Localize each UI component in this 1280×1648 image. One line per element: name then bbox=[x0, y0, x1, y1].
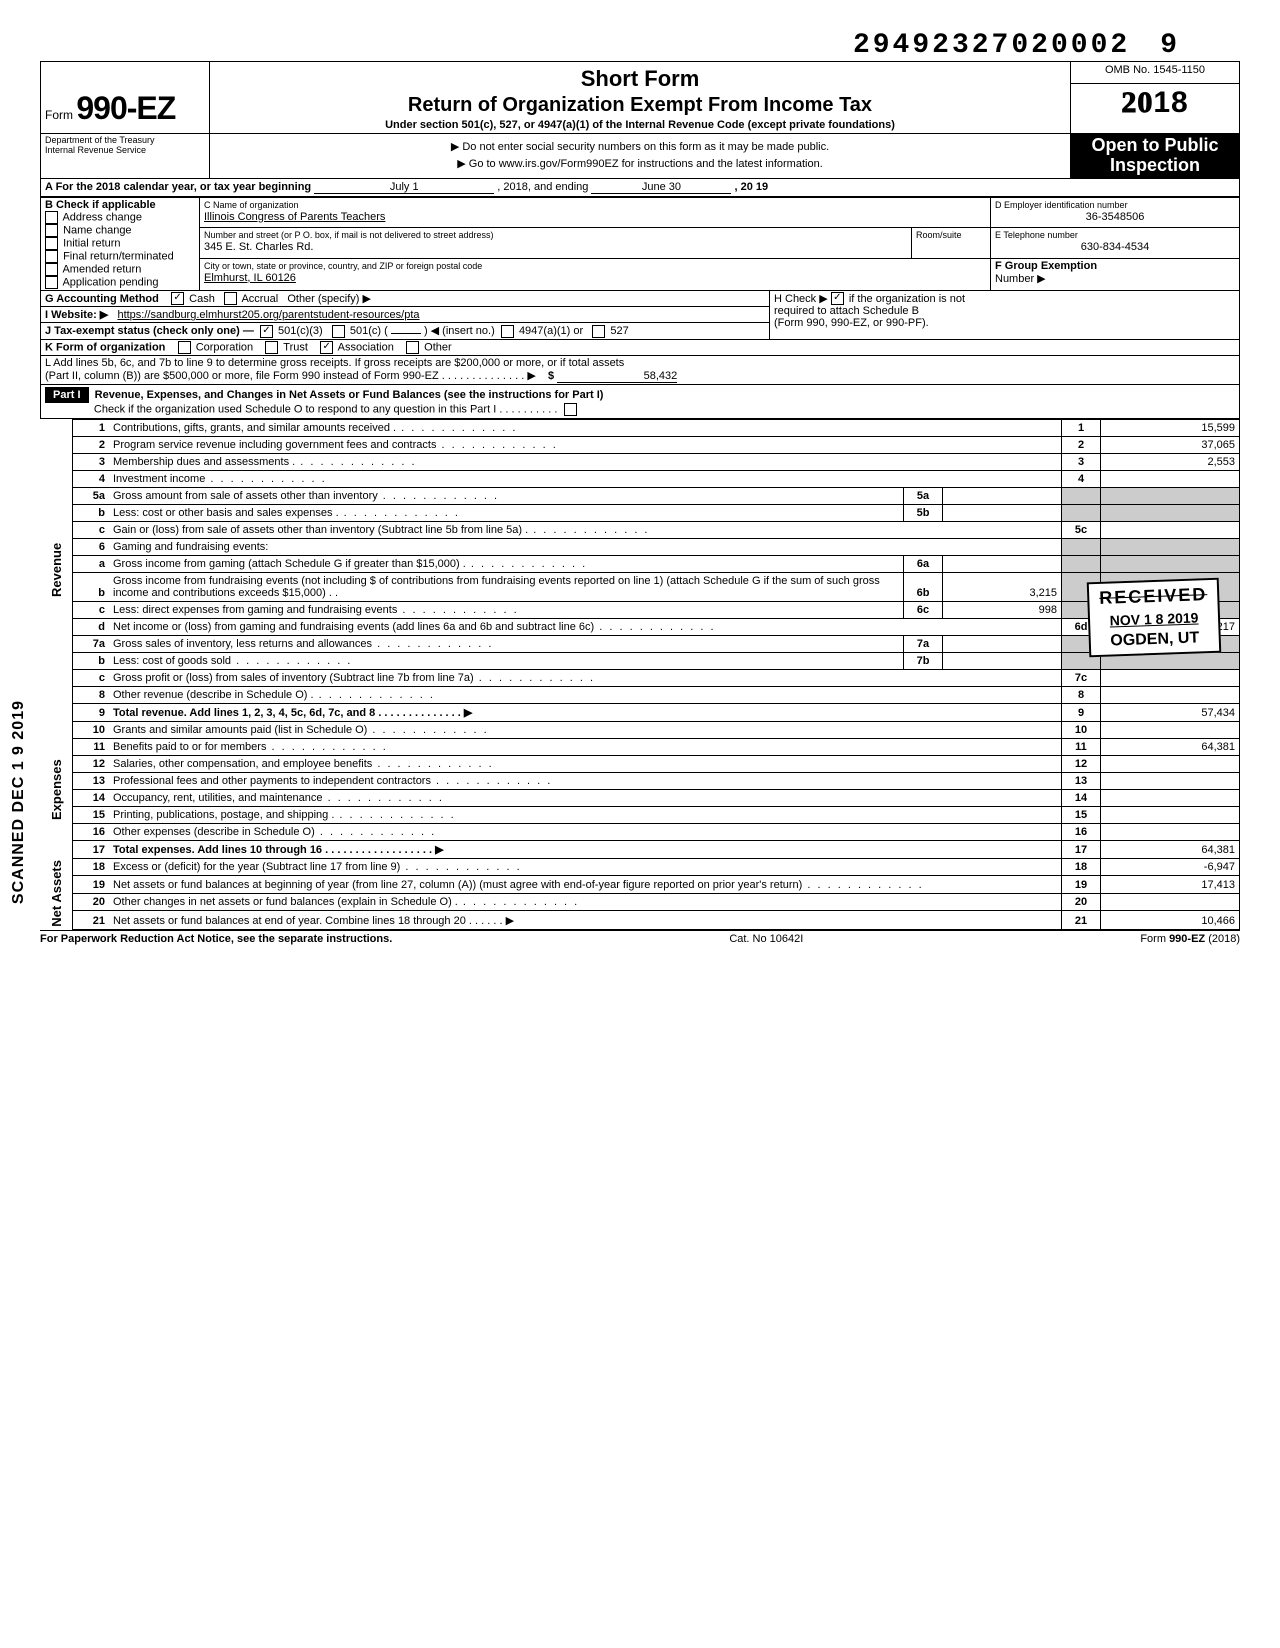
checkbox-initial-return[interactable] bbox=[45, 237, 58, 250]
room-label: Room/suite bbox=[916, 230, 962, 240]
form-number: Form 990-EZ bbox=[45, 90, 205, 127]
footer-left: For Paperwork Reduction Act Notice, see … bbox=[40, 933, 392, 945]
section-f-label: F Group Exemption bbox=[995, 260, 1097, 272]
checkbox-cash[interactable] bbox=[171, 292, 184, 305]
checkbox-corporation[interactable] bbox=[178, 341, 191, 354]
side-expenses: Expenses bbox=[40, 721, 73, 858]
checkbox-schedule-b[interactable] bbox=[831, 292, 844, 305]
form-title: Return of Organization Exempt From Incom… bbox=[214, 94, 1066, 117]
section-f-number: Number ▶ bbox=[995, 273, 1046, 285]
part1-lines: Revenue 1 Contributions, gifts, grants, … bbox=[40, 419, 1240, 930]
scanned-stamp: SCANNED DEC 1 9 2019 bbox=[10, 700, 28, 904]
footer-cat: Cat. No 10642I bbox=[729, 933, 803, 945]
checkbox-application-pending[interactable] bbox=[45, 276, 58, 289]
rows-g-l: G Accounting Method Cash Accrual Other (… bbox=[40, 291, 1240, 385]
row-k-label: K Form of organization bbox=[45, 341, 165, 353]
row-l-line1: L Add lines 5b, 6c, and 7b to line 9 to … bbox=[45, 357, 624, 369]
row-h-line1: H Check ▶ bbox=[774, 293, 828, 305]
part1-header: Part I Revenue, Expenses, and Changes in… bbox=[40, 385, 1240, 419]
row-l-line2: (Part II, column (B)) are $500,000 or mo… bbox=[45, 370, 536, 382]
received-stamp: RECEIVED NOV 1 8 2019 OGDEN, UT bbox=[1087, 578, 1222, 658]
checkbox-501c3[interactable] bbox=[260, 325, 273, 338]
row-i-label: I Website: ▶ bbox=[45, 309, 108, 321]
street-label: Number and street (or P O. box, if mail … bbox=[204, 230, 493, 240]
website-value: https://sandburg.elmhurst205.org/parents… bbox=[117, 309, 419, 321]
checkbox-final-return[interactable] bbox=[45, 250, 58, 263]
page-footer: For Paperwork Reduction Act Notice, see … bbox=[40, 930, 1240, 945]
part1-label: Part I bbox=[45, 387, 89, 403]
part1-title: Revenue, Expenses, and Changes in Net As… bbox=[95, 389, 604, 401]
footer-right: Form 990-EZ (2018) bbox=[1140, 933, 1240, 945]
checkbox-501c[interactable] bbox=[332, 325, 345, 338]
section-b-label: B Check if applicable bbox=[45, 199, 156, 211]
instruction-ssn: Do not enter social security numbers on … bbox=[214, 140, 1066, 153]
side-netassets: Net Assets bbox=[40, 858, 73, 929]
checkbox-accrual[interactable] bbox=[224, 292, 237, 305]
checkbox-trust[interactable] bbox=[265, 341, 278, 354]
section-c-label: C Name of organization bbox=[204, 200, 299, 210]
entity-info-table: B Check if applicable Address change Nam… bbox=[40, 197, 1240, 291]
checkbox-other-org[interactable] bbox=[406, 341, 419, 354]
ein-value: 36-3548506 bbox=[995, 211, 1235, 223]
side-revenue: Revenue bbox=[40, 419, 73, 721]
row-g-label: G Accounting Method bbox=[45, 293, 159, 305]
checkbox-association[interactable] bbox=[320, 341, 333, 354]
document-locator-number: 294923270200029 bbox=[40, 30, 1240, 61]
org-name: Illinois Congress of Parents Teachers bbox=[204, 211, 385, 223]
checkbox-527[interactable] bbox=[592, 325, 605, 338]
city-label: City or town, state or province, country… bbox=[204, 261, 482, 271]
row-j-label: J Tax-exempt status (check only one) — bbox=[45, 325, 254, 337]
form-subtitle: Under section 501(c), 527, or 4947(a)(1)… bbox=[214, 119, 1066, 131]
instruction-url: Go to www.irs.gov/Form990EZ for instruct… bbox=[214, 157, 1066, 170]
omb-number: OMB No. 1545-1150 bbox=[1071, 62, 1240, 84]
checkbox-name-change[interactable] bbox=[45, 224, 58, 237]
gross-receipts: 58,432 bbox=[557, 370, 677, 383]
street-value: 345 E. St. Charles Rd. bbox=[204, 241, 313, 253]
checkbox-schedule-o[interactable] bbox=[564, 403, 577, 416]
part1-schedule-o: Check if the organization used Schedule … bbox=[94, 403, 557, 415]
section-e-label: E Telephone number bbox=[995, 230, 1078, 240]
form-short-title: Short Form bbox=[214, 66, 1066, 92]
treasury-dept: Department of the TreasuryInternal Reven… bbox=[45, 136, 205, 156]
row-a-tax-year: A For the 2018 calendar year, or tax yea… bbox=[40, 179, 1240, 197]
tax-year: 20201818 bbox=[1075, 86, 1235, 120]
section-d-label: D Employer identification number bbox=[995, 200, 1128, 210]
phone-value: 630-834-4534 bbox=[995, 241, 1235, 253]
form-header: Form 990-EZ Short Form Return of Organiz… bbox=[40, 61, 1240, 179]
checkbox-amended[interactable] bbox=[45, 263, 58, 276]
city-value: Elmhurst, IL 60126 bbox=[204, 272, 296, 284]
checkbox-address-change[interactable] bbox=[45, 211, 58, 224]
checkbox-4947[interactable] bbox=[501, 325, 514, 338]
open-to-public: Open to Public Inspection bbox=[1071, 134, 1240, 179]
